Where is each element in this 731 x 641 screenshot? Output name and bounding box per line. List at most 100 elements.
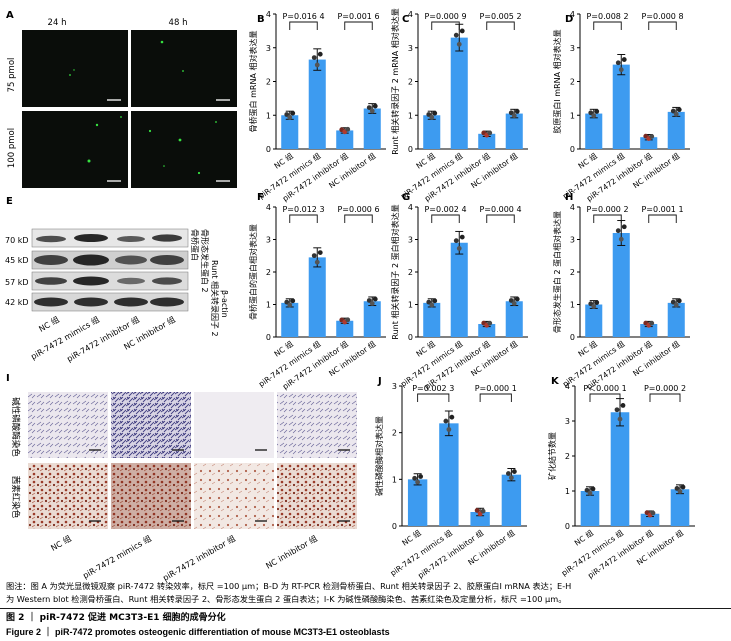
replicate-point <box>618 236 624 242</box>
bar <box>423 302 441 337</box>
panel-label-k: K <box>551 376 560 387</box>
bar <box>308 59 326 149</box>
ars-image-mimics <box>111 463 191 529</box>
replicate-point <box>615 60 621 66</box>
y-tick-label: 4 <box>266 10 271 19</box>
blot-bands <box>34 234 184 307</box>
y-axis-label: 骨桥蛋白 mRNA 相对表达量 <box>248 31 258 133</box>
figure-title-en: Figure 2 ｜ piR-7472 promotes osteogenic … <box>6 627 390 637</box>
significance-bracket <box>344 214 373 223</box>
fluor-image-75-24h <box>22 30 128 107</box>
p-value-label: P=0.016 4 <box>282 12 324 21</box>
significance-bracket <box>486 21 515 30</box>
panel-label-c: C <box>402 14 409 25</box>
p-value-label: P=0.000 9 <box>424 12 466 21</box>
replicate-point <box>446 427 452 432</box>
significance-bracket <box>417 393 450 402</box>
p-value-label: P=0.012 3 <box>282 205 324 214</box>
category-label: NC 组 <box>572 527 595 547</box>
bar <box>580 491 600 526</box>
bar <box>478 324 496 337</box>
replicate-point <box>369 108 375 114</box>
panel-label-g: G <box>402 192 410 203</box>
replicate-point <box>615 228 621 234</box>
p-value-label: P=0.008 2 <box>586 12 628 21</box>
replicate-point <box>673 111 679 117</box>
panel-label-h: H <box>565 192 573 203</box>
bar <box>470 512 490 526</box>
bar <box>667 111 685 149</box>
y-tick-label: 3 <box>570 236 575 245</box>
replicate-point <box>508 475 514 481</box>
p-value-label: P=0.001 6 <box>337 12 379 21</box>
y-tick-label: 4 <box>570 10 575 19</box>
replicate-point <box>449 414 455 420</box>
y-tick-label: 2 <box>565 452 570 461</box>
blot-lane-mimics: piR-7472 mimics 组 <box>29 314 101 361</box>
y-tick-label: 0 <box>570 145 575 154</box>
replicate-point <box>426 299 432 305</box>
replicate-point <box>621 57 627 62</box>
category-label: NC inhibitor 组 <box>327 150 378 190</box>
category-label: NC 组 <box>414 338 437 358</box>
replicate-point <box>372 103 378 109</box>
y-tick-label: 1 <box>266 111 271 120</box>
replicate-point <box>443 418 449 424</box>
bar <box>407 479 428 526</box>
band-size-actin: 42 kD <box>5 298 29 307</box>
panel-label-e: E <box>6 196 13 207</box>
bar <box>505 301 523 337</box>
caption-line-1: 图注：图 A 为荧光显微镜观察 piR-7472 转染效率，标尺 =100 μm… <box>6 581 572 591</box>
y-tick-label: 0 <box>266 145 271 154</box>
replicate-point <box>649 320 655 326</box>
y-tick-label: 2 <box>408 78 413 87</box>
replicate-point <box>670 108 676 114</box>
p-value-label: P=0.000 2 <box>586 205 628 214</box>
replicate-point <box>432 110 438 116</box>
replicate-point <box>587 490 593 496</box>
alp-image-inhibitor <box>194 392 274 458</box>
replicate-point <box>620 403 626 408</box>
stain-lane-mimics: piR-7472 mimics 组 <box>81 533 153 580</box>
y-tick-label: 1 <box>570 301 575 310</box>
p-value-label: P=0.000 8 <box>641 12 683 21</box>
replicate-point <box>311 253 317 259</box>
y-tick-label: 1 <box>408 301 413 310</box>
replicate-point <box>618 67 624 73</box>
bar <box>585 113 603 149</box>
category-label: NC inhibitor 组 <box>469 150 520 190</box>
panel-label-a: A <box>6 10 14 21</box>
band-name-opn: 骨桥蛋白 <box>190 229 200 261</box>
ars-image-nc-inhibitor <box>277 463 357 529</box>
scale-bars-a <box>107 99 230 182</box>
band-name-bmp2: 骨形态发生蛋白 2 <box>200 229 210 293</box>
replicate-point <box>453 32 459 38</box>
replicate-point <box>680 484 686 490</box>
replicate-point <box>487 130 493 136</box>
p-value-label: P=0.000 2 <box>644 384 686 393</box>
figure-title-cn: 图 2 ｜ piR-7472 促进 MC3T3-E1 细胞的成骨分化 <box>6 613 226 623</box>
bar <box>281 115 299 149</box>
alp-image-nc <box>28 392 108 458</box>
y-tick-label: 2 <box>570 268 575 277</box>
y-tick-label: 0 <box>392 522 397 531</box>
significance-bracket <box>648 214 677 223</box>
replicate-point <box>429 114 435 120</box>
bar <box>612 233 630 337</box>
panel-i: I 碱性磷酸酶染色 茜素红染色 NC 组 piR-7472 mimics 组 p… <box>6 373 357 583</box>
replicate-point <box>474 508 480 513</box>
replicate-point <box>674 486 680 491</box>
replicate-point <box>456 246 462 251</box>
bar <box>308 257 326 337</box>
replicate-point <box>366 298 372 303</box>
replicate-point <box>453 238 459 244</box>
y-tick-label: 4 <box>408 10 413 19</box>
replicate-point <box>317 250 323 255</box>
significance-bracket <box>593 21 622 30</box>
col-label-48h: 48 h <box>169 18 188 28</box>
category-label: NC inhibitor 组 <box>469 338 520 378</box>
bar <box>612 64 630 149</box>
replicate-point <box>508 298 514 303</box>
